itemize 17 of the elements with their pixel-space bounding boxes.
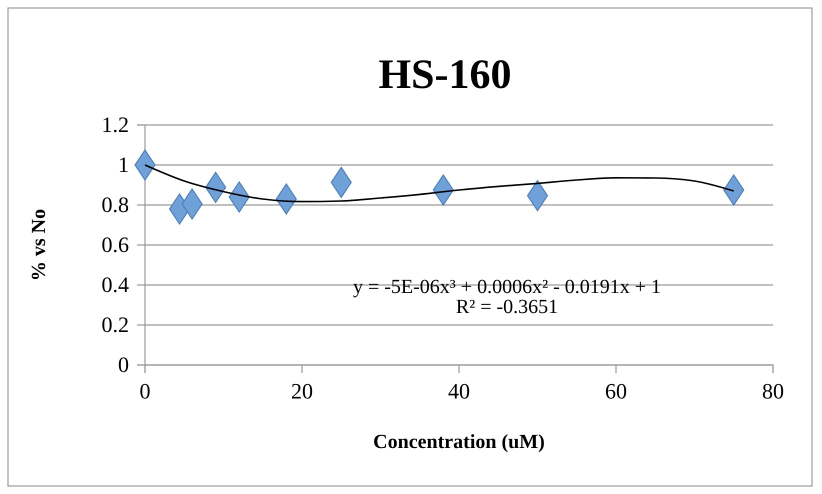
x-axis-title: Concentration (uM) bbox=[373, 431, 545, 453]
x-tick-label: 0 bbox=[140, 378, 150, 404]
y-tick-label: 0 bbox=[118, 352, 129, 378]
x-tick-label: 20 bbox=[291, 378, 313, 404]
y-tick-label: 1.2 bbox=[102, 112, 129, 138]
x-tick-label: 80 bbox=[762, 378, 784, 404]
y-tick-label: 0.6 bbox=[102, 232, 129, 258]
chart-title: HS-160 bbox=[378, 52, 512, 98]
y-tick-label: 1 bbox=[118, 152, 129, 178]
y-tick-label: 0.8 bbox=[102, 192, 129, 218]
y-tick-label: 0.4 bbox=[102, 272, 129, 298]
x-tick-label: 40 bbox=[448, 378, 470, 404]
annotation: R² = -0.3651 bbox=[456, 296, 558, 318]
annotation: y = -5E-06x³ + 0.0006x² - 0.0191x + 1 bbox=[352, 276, 662, 298]
x-tick-label: 60 bbox=[605, 378, 627, 404]
y-axis-title: % vs No bbox=[28, 208, 50, 282]
y-tick-label: 0.2 bbox=[102, 312, 129, 338]
